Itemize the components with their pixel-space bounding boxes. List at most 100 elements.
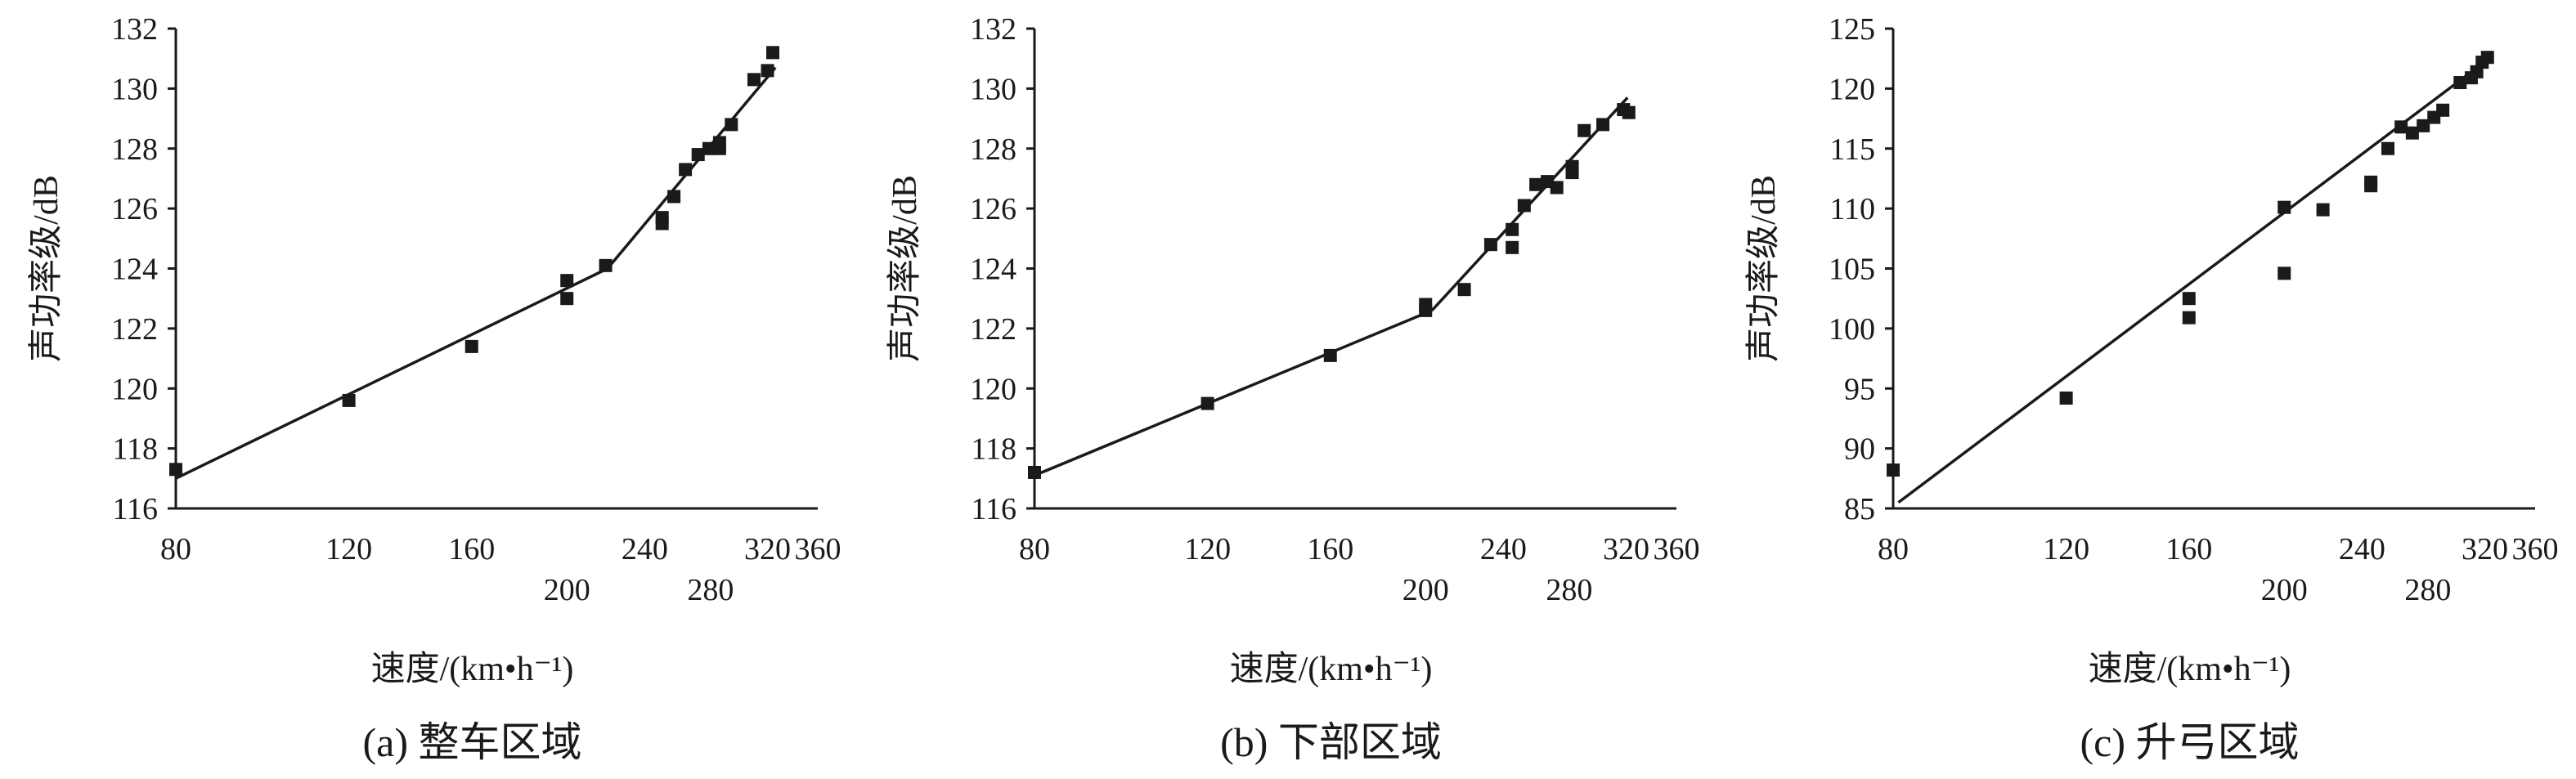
data-point — [1517, 199, 1531, 213]
y-tick-label: 126 — [970, 192, 1016, 226]
x-axis-title: 速度/(km•h⁻¹) — [2089, 651, 2291, 688]
x-axis-title: 速度/(km•h⁻¹) — [371, 651, 574, 688]
data-point — [1565, 159, 1579, 173]
y-tick-label: 118 — [971, 432, 1016, 467]
data-point — [2436, 103, 2450, 117]
chart-svg: 116 118 120 122 124 126 128 130 132 80 120 160 200 24… — [27, 12, 841, 765]
x-axis-title: 速度/(km•h⁻¹) — [1230, 651, 1433, 688]
y-axis-title: 声功率级/dB — [27, 175, 65, 362]
x-tick-label: 200 — [1402, 573, 1449, 607]
y-tick-label: 130 — [970, 72, 1016, 106]
y-tick-label: 116 — [971, 492, 1016, 526]
y-tick-label: 130 — [111, 72, 158, 106]
data-point — [2278, 266, 2291, 280]
y-tick-label: 116 — [112, 492, 158, 526]
y-tick-label: 110 — [1829, 192, 1875, 226]
x-tick-label: 320 — [1603, 532, 1649, 566]
fit-line-segment — [1034, 309, 1433, 477]
x-tick-label: 80 — [160, 532, 191, 566]
data-point — [2480, 51, 2494, 65]
panel-caption: (c) 升弓区域 — [2080, 719, 2300, 765]
data-point — [1622, 105, 1636, 119]
panel-a: 116 118 120 122 124 126 128 130 132 80 120 160 200 24… — [0, 0, 859, 779]
x-tick-label: 240 — [2339, 532, 2385, 566]
data-point — [2394, 120, 2408, 134]
x-tick-label: 160 — [1307, 532, 1353, 566]
panel-b: 116 118 120 122 124 126 128 130 132 80 120 160 200 24… — [859, 0, 1717, 779]
x-tick-label: 80 — [1019, 532, 1050, 566]
data-point — [1506, 222, 1519, 236]
data-point — [2453, 76, 2467, 90]
y-tick-label: 128 — [970, 132, 1016, 167]
x-tick-label: 80 — [1878, 532, 1909, 566]
x-tick-label: 320 — [2462, 532, 2508, 566]
x-tick-label: 120 — [1184, 532, 1231, 566]
x-tick-label: 200 — [2261, 573, 2308, 607]
y-tick-label: 100 — [1829, 312, 1875, 347]
y-tick-label: 120 — [1829, 72, 1875, 106]
data-point — [655, 211, 669, 225]
data-point — [712, 141, 726, 155]
x-tick-label: 120 — [325, 532, 372, 566]
y-tick-label: 126 — [111, 192, 158, 226]
data-point — [1550, 181, 1564, 195]
y-tick-label: 120 — [970, 372, 1016, 406]
data-point — [599, 258, 613, 272]
y-tick-label: 95 — [1844, 372, 1875, 406]
data-point — [2417, 119, 2430, 132]
data-point — [2278, 200, 2291, 214]
x-tick-label: 160 — [2165, 532, 2212, 566]
data-point — [464, 339, 478, 353]
y-axis-title: 声功率级/dB — [1744, 175, 1783, 362]
y-axis-title: 声功率级/dB — [886, 175, 924, 362]
x-tick-label: 360 — [1654, 532, 1700, 566]
data-point — [2182, 311, 2196, 325]
y-tick-label: 132 — [111, 12, 158, 47]
data-point — [2381, 141, 2395, 155]
panel-c: 85 90 95 100 105 110 115 120 125 80 120 160 200 240 28… — [1717, 0, 2576, 779]
fit-line-segment — [1897, 58, 2488, 504]
panel-caption: (a) 整车区域 — [363, 719, 582, 765]
data-point — [560, 292, 574, 306]
data-point — [747, 73, 761, 87]
x-tick-label: 120 — [2043, 532, 2089, 566]
data-point — [679, 163, 693, 177]
data-point — [1323, 348, 1337, 362]
y-tick-label: 85 — [1844, 492, 1875, 526]
chart-svg: 85 90 95 100 105 110 115 120 125 80 120 160 200 240 28… — [1744, 12, 2559, 765]
fit-line-segment — [175, 266, 608, 480]
y-tick-label: 120 — [111, 372, 158, 406]
x-tick-label: 200 — [544, 573, 590, 607]
data-point — [1596, 118, 1610, 132]
data-point — [1419, 303, 1433, 317]
data-point — [761, 64, 774, 78]
y-tick-label: 90 — [1844, 432, 1875, 467]
x-tick-label: 360 — [2512, 532, 2559, 566]
data-point — [342, 393, 356, 407]
x-tick-label: 360 — [795, 532, 841, 566]
data-point — [1457, 283, 1471, 297]
data-point — [766, 46, 780, 60]
data-point — [725, 118, 738, 132]
x-tick-label: 160 — [448, 532, 495, 566]
y-tick-label: 128 — [111, 132, 158, 167]
y-tick-label: 124 — [970, 253, 1016, 287]
y-tick-label: 118 — [112, 432, 158, 467]
data-point — [702, 141, 716, 155]
x-tick-label: 280 — [1546, 573, 1592, 607]
chart-svg: 116 118 120 122 124 126 128 130 132 80 120 160 200 24… — [886, 12, 1700, 765]
data-point — [691, 148, 705, 162]
x-tick-label: 320 — [744, 532, 791, 566]
data-point — [1506, 240, 1519, 254]
x-tick-label: 240 — [1480, 532, 1527, 566]
data-point — [1200, 396, 1214, 410]
data-point — [2182, 292, 2196, 306]
data-point — [2316, 203, 2330, 217]
x-tick-label: 280 — [687, 573, 734, 607]
panel-caption: (b) 下部区域 — [1220, 719, 1442, 765]
data-point — [1577, 123, 1591, 137]
data-point — [1529, 177, 1543, 191]
y-tick-label: 105 — [1829, 253, 1875, 287]
x-tick-label: 280 — [2404, 573, 2451, 607]
